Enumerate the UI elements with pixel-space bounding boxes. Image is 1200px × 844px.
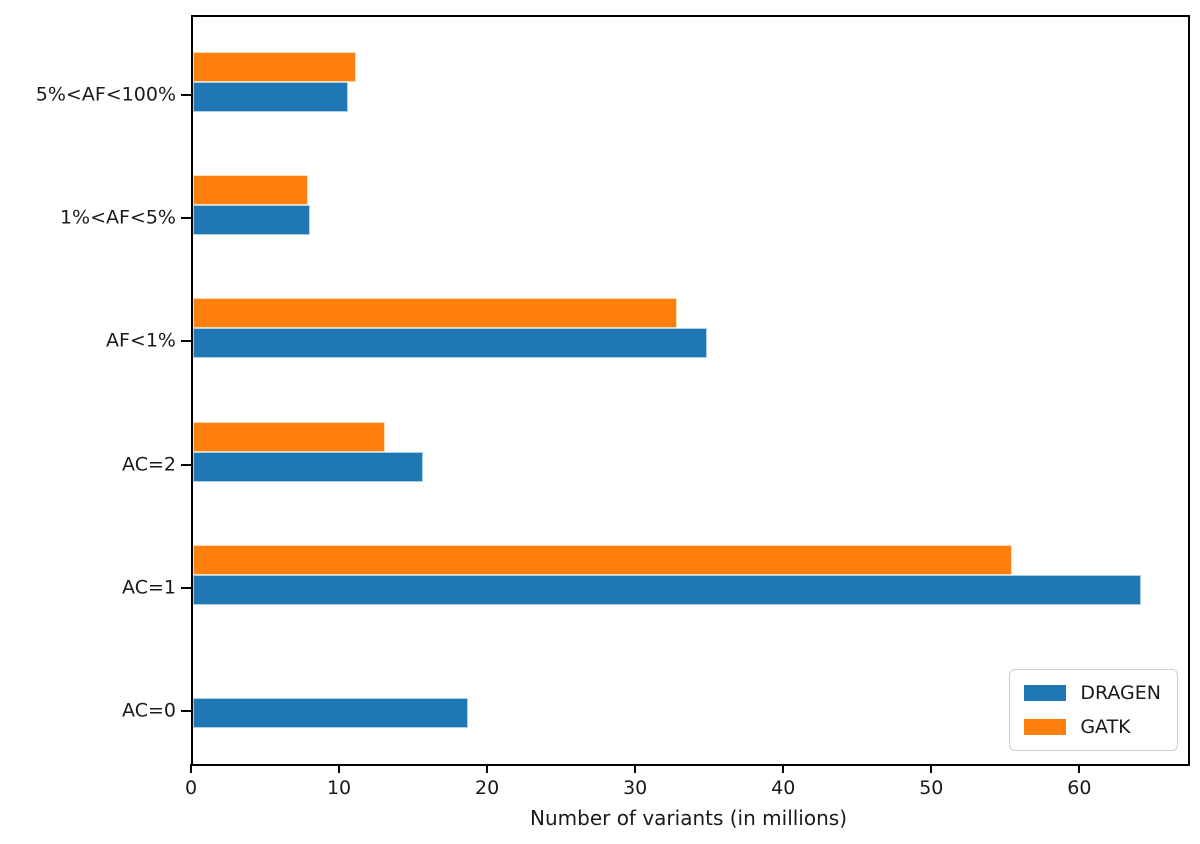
bar-group-ac-1	[193, 544, 1188, 605]
bar-gatk-ac-1	[193, 544, 1012, 575]
bar-group-1-af-5	[193, 175, 1188, 236]
x-tick-50	[930, 764, 933, 773]
bar-group-ac-0	[193, 668, 1188, 728]
legend-row-dragen: DRAGEN	[1024, 682, 1161, 704]
y-tick-label-1-af-5: 1%<AF<5%	[59, 206, 176, 229]
bar-dragen-5-af-100	[193, 82, 349, 112]
x-tick-label-0: 0	[184, 777, 198, 799]
x-tick-label-30: 30	[623, 777, 648, 799]
bar-dragen-ac-2	[193, 451, 423, 482]
bar-gatk-5-af-100	[193, 52, 356, 82]
bar-group-af-1	[193, 298, 1188, 359]
bar-dragen-1-af-5	[193, 205, 310, 236]
x-tick-label-50: 50	[919, 777, 944, 799]
x-tick-label-20: 20	[475, 777, 500, 799]
bar-dragen-ac-0	[193, 698, 469, 728]
y-tick-1-af-5	[181, 217, 191, 220]
y-tick-ac-1	[181, 586, 191, 589]
bar-dragen-af-1	[193, 328, 707, 359]
y-tick-label-af-1: AF<1%	[106, 329, 176, 352]
legend-swatch-dragen	[1024, 685, 1067, 701]
y-tick-5-af-100	[181, 94, 191, 96]
x-tick-0	[190, 764, 192, 773]
bar-gatk-ac-2	[193, 421, 386, 452]
y-tick-ac-2	[181, 463, 191, 466]
x-axis-title: Number of variants (in millions)	[530, 806, 847, 830]
bar-dragen-ac-1	[193, 574, 1141, 605]
y-tick-label-ac-2: AC=2	[122, 453, 176, 476]
x-tick-20	[486, 764, 489, 773]
x-tick-label-10: 10	[326, 777, 352, 799]
legend-label-dragen: DRAGEN	[1080, 682, 1161, 704]
bar-gatk-af-1	[193, 298, 678, 329]
legend-label-gatk: GATK	[1080, 716, 1131, 738]
legend: DRAGEN GATK	[1009, 669, 1178, 751]
bar-group-ac-2	[193, 421, 1188, 482]
x-tick-60	[1078, 764, 1081, 773]
x-tick-label-40: 40	[771, 777, 796, 799]
y-tick-af-1	[181, 340, 191, 343]
x-tick-10	[338, 764, 341, 773]
y-tick-label-ac-1: AC=1	[122, 576, 176, 599]
plot-area: DRAGEN GATK	[191, 15, 1190, 766]
y-tick-label-5-af-100: 5%<AF<100%	[35, 83, 176, 106]
bar-group-5-af-100	[193, 52, 1188, 112]
x-tick-40	[782, 764, 785, 773]
bar-gatk-1-af-5	[193, 175, 309, 206]
x-tick-label-60: 60	[1067, 777, 1092, 799]
legend-row-gatk: GATK	[1024, 716, 1161, 738]
legend-swatch-gatk	[1024, 719, 1067, 735]
y-tick-label-ac-0: AC=0	[122, 699, 176, 722]
y-tick-ac-0	[181, 710, 191, 712]
x-tick-30	[634, 764, 637, 773]
